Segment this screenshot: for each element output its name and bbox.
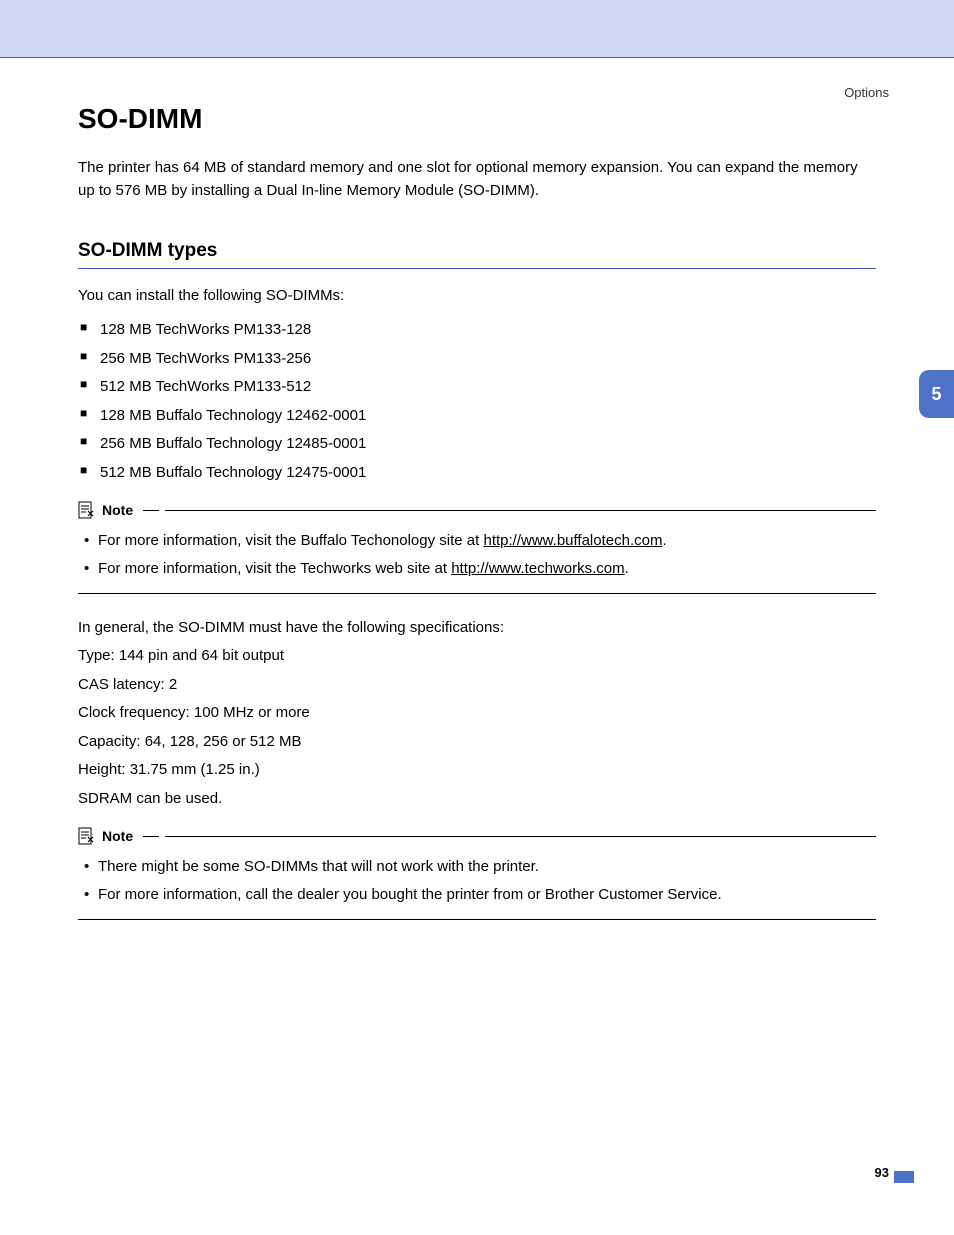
list-item: 128 MB TechWorks PM133-128 bbox=[78, 316, 876, 345]
note-rule bbox=[165, 510, 876, 511]
note-label: Note bbox=[102, 502, 133, 518]
note-block-2: Note There might be some SO-DIMMs that w… bbox=[78, 827, 876, 920]
list-item: For more information, call the dealer yo… bbox=[78, 881, 876, 909]
heading-rule bbox=[78, 268, 876, 269]
note-label: Note bbox=[102, 828, 133, 844]
spec-line: SDRAM can be used. bbox=[78, 785, 876, 814]
page-number: 93 bbox=[875, 1165, 889, 1180]
note-rule bbox=[165, 836, 876, 837]
note-bottom-rule bbox=[78, 919, 876, 920]
spec-block: In general, the SO-DIMM must have the fo… bbox=[78, 614, 876, 814]
note-header: Note bbox=[78, 501, 876, 519]
spec-line: Type: 144 pin and 64 bit output bbox=[78, 642, 876, 671]
note-rule bbox=[143, 510, 159, 511]
note-rule bbox=[143, 836, 159, 837]
list-item: 512 MB Buffalo Technology 12475-0001 bbox=[78, 459, 876, 488]
types-lead: You can install the following SO-DIMMs: bbox=[78, 287, 876, 304]
list-item: For more information, visit the Buffalo … bbox=[78, 527, 876, 555]
page-number-accent bbox=[894, 1171, 914, 1183]
note-link[interactable]: http://www.techworks.com bbox=[451, 560, 624, 577]
note-text: . bbox=[662, 532, 666, 549]
chapter-tab: 5 bbox=[919, 370, 954, 418]
note-link[interactable]: http://www.buffalotech.com bbox=[483, 532, 662, 549]
list-item: For more information, visit the Techwork… bbox=[78, 555, 876, 583]
spec-lead: In general, the SO-DIMM must have the fo… bbox=[78, 614, 876, 643]
list-item: 128 MB Buffalo Technology 12462-0001 bbox=[78, 402, 876, 431]
list-item: 512 MB TechWorks PM133-512 bbox=[78, 373, 876, 402]
note-header: Note bbox=[78, 827, 876, 845]
note-icon bbox=[78, 827, 96, 845]
note-list: There might be some SO-DIMMs that will n… bbox=[78, 853, 876, 909]
list-item: There might be some SO-DIMMs that will n… bbox=[78, 853, 876, 881]
sodimm-list: 128 MB TechWorks PM133-128 256 MB TechWo… bbox=[78, 316, 876, 487]
spec-line: Clock frequency: 100 MHz or more bbox=[78, 699, 876, 728]
note-bottom-rule bbox=[78, 593, 876, 594]
intro-paragraph: The printer has 64 MB of standard memory… bbox=[78, 157, 876, 202]
list-item: 256 MB Buffalo Technology 12485-0001 bbox=[78, 430, 876, 459]
section-label: Options bbox=[844, 85, 889, 100]
spec-line: Height: 31.75 mm (1.25 in.) bbox=[78, 756, 876, 785]
types-heading: SO-DIMM types bbox=[78, 240, 876, 262]
spec-line: CAS latency: 2 bbox=[78, 671, 876, 700]
spec-line: Capacity: 64, 128, 256 or 512 MB bbox=[78, 728, 876, 757]
list-item: 256 MB TechWorks PM133-256 bbox=[78, 345, 876, 374]
page-content: SO-DIMM The printer has 64 MB of standar… bbox=[0, 103, 954, 920]
top-bar bbox=[0, 0, 954, 58]
note-text: . bbox=[625, 560, 629, 577]
note-block-1: Note For more information, visit the Buf… bbox=[78, 501, 876, 594]
note-icon bbox=[78, 501, 96, 519]
note-text: For more information, visit the Techwork… bbox=[98, 560, 451, 577]
note-list: For more information, visit the Buffalo … bbox=[78, 527, 876, 583]
page-title: SO-DIMM bbox=[78, 103, 876, 135]
note-text: For more information, visit the Buffalo … bbox=[98, 532, 483, 549]
